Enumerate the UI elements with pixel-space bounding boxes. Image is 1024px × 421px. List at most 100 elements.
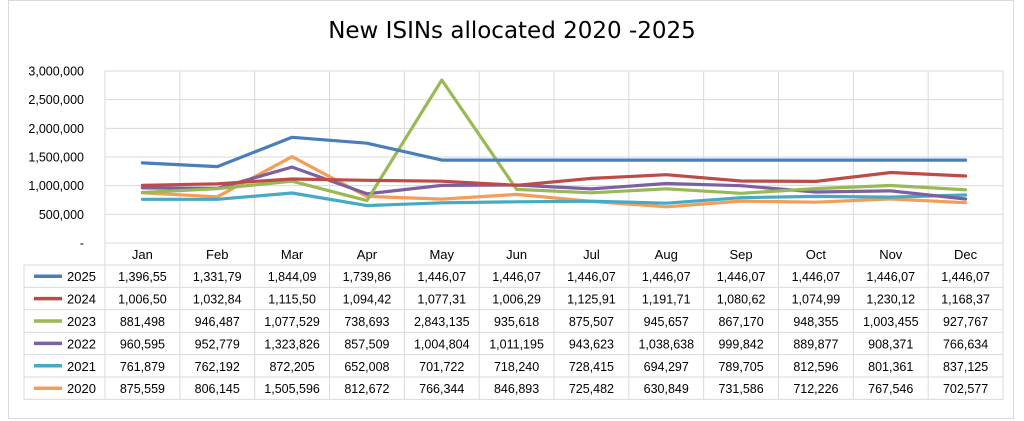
table-cell-value: 1,446,07 bbox=[866, 270, 915, 284]
table-cell-value: 1,115,50 bbox=[268, 293, 316, 307]
series-line-2022 bbox=[140, 165, 968, 201]
table-cell-value: 1,230,12 bbox=[866, 293, 915, 307]
table-cell-value: 2,843,135 bbox=[414, 315, 470, 329]
table-cell-value: 908,371 bbox=[868, 337, 913, 351]
table-cell-value: 948,355 bbox=[793, 315, 838, 329]
table-cell-value: 946,487 bbox=[195, 315, 240, 329]
series-line-2021 bbox=[140, 191, 968, 208]
table-cell-value: 1,446,07 bbox=[717, 270, 766, 284]
table-cell-value: 1,038,638 bbox=[638, 337, 694, 351]
table-cell-value: 806,145 bbox=[195, 382, 240, 396]
table-cell-value: 857,509 bbox=[344, 337, 389, 351]
table-cell-value: 1,006,50 bbox=[118, 293, 167, 307]
series-line-2020 bbox=[140, 155, 968, 209]
table-cell-value: 1,191,71 bbox=[642, 293, 691, 307]
table-cell-value: 1,006,29 bbox=[492, 293, 541, 307]
table-cell-value: 875,507 bbox=[569, 315, 614, 329]
table-cell-value: 738,693 bbox=[344, 315, 389, 329]
table-cell-value: 1,323,826 bbox=[264, 337, 320, 351]
y-tick-label: 500,000 bbox=[39, 208, 84, 222]
table-cell-value: 1,094,42 bbox=[343, 293, 392, 307]
table-cell-value: 812,672 bbox=[344, 382, 389, 396]
series-line-2024 bbox=[140, 170, 968, 187]
table-cell-value: 1,011,195 bbox=[489, 337, 544, 351]
table-cell-value: 960,595 bbox=[120, 337, 165, 351]
table-cell-value: 1,125,91 bbox=[567, 293, 616, 307]
legend-label: 2021 bbox=[67, 359, 96, 374]
table-cell-value: 1,077,529 bbox=[264, 315, 320, 329]
y-tick-label: 1,000,000 bbox=[28, 179, 84, 193]
category-label: Jun bbox=[506, 247, 527, 262]
legend-label: 2024 bbox=[67, 292, 96, 307]
table-cell-value: 999,842 bbox=[718, 337, 763, 351]
table-cell-value: 1,077,31 bbox=[417, 293, 466, 307]
table-cell-value: 846,893 bbox=[494, 382, 539, 396]
table-cell-value: 872,205 bbox=[269, 360, 314, 374]
table-cell-value: 867,170 bbox=[718, 315, 763, 329]
table-cell-value: 728,415 bbox=[569, 360, 614, 374]
table-cell-value: 702,577 bbox=[943, 382, 988, 396]
table-cell-value: 718,240 bbox=[494, 360, 539, 374]
table-cell-value: 630,849 bbox=[644, 382, 689, 396]
table-cell-value: 1,168,37 bbox=[941, 293, 990, 307]
table-cell-value: 1,074,99 bbox=[792, 293, 841, 307]
table-cell-value: 1,844,09 bbox=[268, 270, 317, 284]
table-cell-value: 927,767 bbox=[943, 315, 988, 329]
category-label: Aug bbox=[655, 247, 678, 262]
table-cell-value: 812,596 bbox=[793, 360, 838, 374]
table-cell-value: 875,559 bbox=[120, 382, 165, 396]
category-label: Feb bbox=[206, 247, 228, 262]
table-cell-value: 935,618 bbox=[494, 315, 539, 329]
table-cell-value: 766,634 bbox=[943, 337, 988, 351]
chart-frame bbox=[8, 0, 1014, 419]
table-cell-value: 701,722 bbox=[419, 360, 464, 374]
table-cell-value: 943,623 bbox=[569, 337, 614, 351]
table-cell-value: 1,739,86 bbox=[343, 270, 392, 284]
table-cell-value: 801,361 bbox=[868, 360, 913, 374]
table-cell-value: 694,297 bbox=[644, 360, 689, 374]
table-cell-value: 881,498 bbox=[120, 315, 165, 329]
category-label: Jul bbox=[583, 247, 600, 262]
series-line-2025 bbox=[140, 135, 968, 169]
table-cell-value: 1,032,84 bbox=[193, 293, 242, 307]
table-cell-value: 945,657 bbox=[644, 315, 689, 329]
legend-label: 2025 bbox=[67, 269, 96, 284]
table-cell-value: 1,080,62 bbox=[717, 293, 766, 307]
table-cell-value: 1,396,55 bbox=[118, 270, 167, 284]
category-label: May bbox=[429, 247, 454, 262]
table-cell-value: 725,482 bbox=[569, 382, 614, 396]
table-cell-value: 1,003,455 bbox=[863, 315, 919, 329]
y-tick-label: - bbox=[80, 237, 84, 251]
table-cell-value: 1,446,07 bbox=[792, 270, 841, 284]
category-label: Sep bbox=[730, 247, 753, 262]
table-cell-value: 889,877 bbox=[793, 337, 838, 351]
table-cell-value: 1,505,596 bbox=[264, 382, 320, 396]
category-label: Oct bbox=[806, 247, 827, 262]
table-cell-value: 712,226 bbox=[793, 382, 838, 396]
legend-label: 2022 bbox=[67, 336, 96, 351]
category-label: Apr bbox=[357, 247, 378, 262]
table-cell-value: 731,586 bbox=[718, 382, 763, 396]
table-cell-value: 1,331,79 bbox=[193, 270, 242, 284]
table-cell-value: 1,004,804 bbox=[414, 337, 470, 351]
table-cell-value: 767,546 bbox=[868, 382, 913, 396]
table-cell-value: 652,008 bbox=[344, 360, 389, 374]
category-label: Mar bbox=[281, 247, 304, 262]
series-line-2023 bbox=[140, 78, 968, 203]
table-cell-value: 1,446,07 bbox=[417, 270, 466, 284]
legend-label: 2020 bbox=[67, 381, 96, 396]
y-tick-label: 3,000,000 bbox=[28, 65, 84, 79]
chart-title: New ISINs allocated 2020 -2025 bbox=[328, 18, 696, 44]
category-label: Jan bbox=[132, 247, 153, 262]
y-tick-label: 2,500,000 bbox=[28, 93, 84, 107]
table-cell-value: 1,446,07 bbox=[642, 270, 691, 284]
table-cell-value: 1,446,07 bbox=[567, 270, 616, 284]
category-label: Dec bbox=[954, 247, 978, 262]
legend-label: 2023 bbox=[67, 314, 96, 329]
table-cell-value: 761,879 bbox=[120, 360, 165, 374]
table-cell-value: 1,446,07 bbox=[941, 270, 990, 284]
table-cell-value: 789,705 bbox=[718, 360, 763, 374]
table-cell-value: 837,125 bbox=[943, 360, 988, 374]
table-cell-value: 1,446,07 bbox=[492, 270, 541, 284]
